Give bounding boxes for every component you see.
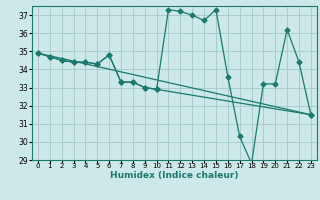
X-axis label: Humidex (Indice chaleur): Humidex (Indice chaleur) (110, 171, 239, 180)
